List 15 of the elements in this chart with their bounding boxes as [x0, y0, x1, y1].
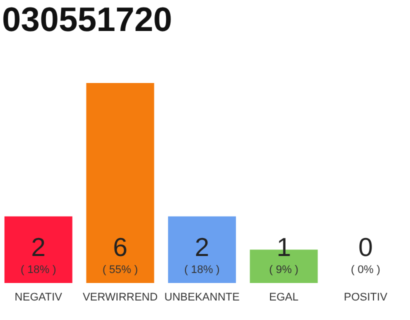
data-label: 2: [194, 232, 210, 262]
x-tick-label: POSITIV: [344, 292, 388, 304]
data-label: 6: [112, 232, 128, 262]
x-tick-label: EGAL: [269, 292, 298, 304]
x-tick-label: UNBEKANNTE: [164, 292, 240, 304]
annotation: ( 0% ): [350, 264, 380, 276]
x-tick-label: NEGATIV: [14, 292, 63, 304]
data-label: 2: [31, 232, 46, 262]
x-tick-label: VERWIRREND: [82, 292, 158, 304]
annotation: ( 55% ): [102, 264, 138, 276]
chart-title: 030551720: [2, 1, 172, 39]
annotation: ( 9% ): [269, 264, 298, 276]
annotation: ( 18% ): [184, 264, 220, 276]
annotation: ( 18% ): [20, 264, 56, 276]
data-label: 0: [358, 232, 373, 262]
